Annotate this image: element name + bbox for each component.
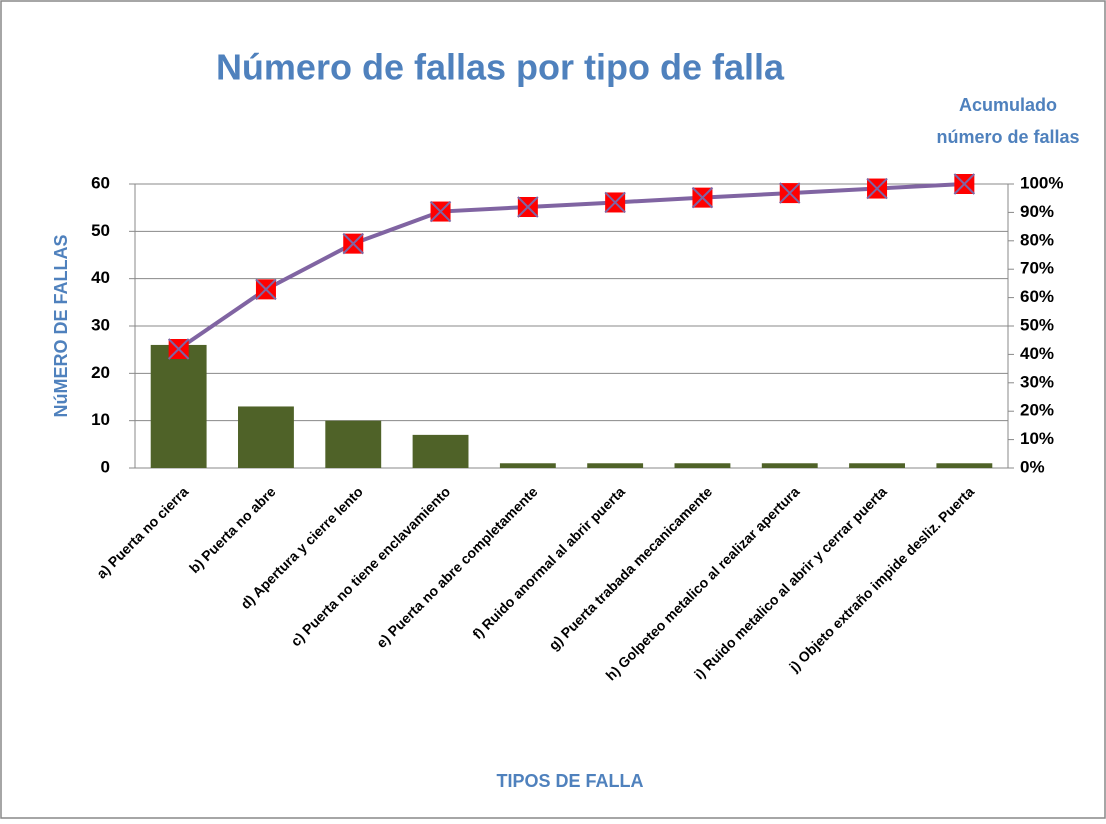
y2-tick-label: 50% <box>1020 315 1054 334</box>
y-tick-label: 60 <box>91 173 110 192</box>
y-tick-label: 30 <box>91 315 110 334</box>
marker-cross <box>255 278 277 301</box>
bar <box>499 463 556 468</box>
bar <box>936 463 993 468</box>
bar <box>849 463 905 468</box>
y-tick-label: 0 <box>101 457 110 476</box>
marker-cross <box>429 200 452 223</box>
line <box>177 182 965 351</box>
y2-tick-label: 60% <box>1020 287 1054 306</box>
marker-cross <box>866 177 888 200</box>
chart-title: Número de fallas por tipo de falla <box>216 47 785 88</box>
y2-axis-title: número de fallas <box>936 127 1079 147</box>
bar <box>238 406 294 468</box>
y-tick-label: 10 <box>91 410 110 429</box>
bar <box>412 434 469 468</box>
x-axis-title: TIPOS DE FALLA <box>496 771 643 791</box>
y2-tick-label: 40% <box>1020 344 1054 363</box>
marker-cross <box>517 196 539 218</box>
y2-tick-label: 30% <box>1020 372 1054 391</box>
marker-cross <box>953 173 976 195</box>
y2-tick-label: 10% <box>1020 429 1054 448</box>
marker-cross <box>167 338 190 360</box>
bar <box>674 463 731 468</box>
y-tick-label: 50 <box>91 221 110 240</box>
marker-cross <box>604 191 626 214</box>
y2-tick-label: 100% <box>1020 173 1063 192</box>
bar <box>325 420 382 468</box>
marker-cross <box>779 182 801 204</box>
bar <box>150 344 207 468</box>
y-axis-title: NúMERO DE FALLAS <box>51 235 71 418</box>
y2-tick-label: 90% <box>1020 202 1054 221</box>
bar <box>761 463 818 468</box>
marker-cross <box>691 186 714 209</box>
marker-cross <box>342 232 364 255</box>
y2-axis-title: Acumulado <box>959 95 1057 115</box>
y2-tick-label: 20% <box>1020 401 1054 420</box>
y2-tick-label: 0% <box>1020 457 1045 476</box>
y-tick-label: 20 <box>91 363 110 382</box>
y2-tick-label: 70% <box>1020 259 1054 278</box>
bar <box>587 463 644 468</box>
y2-tick-label: 80% <box>1020 230 1054 249</box>
y-tick-label: 40 <box>91 268 110 287</box>
